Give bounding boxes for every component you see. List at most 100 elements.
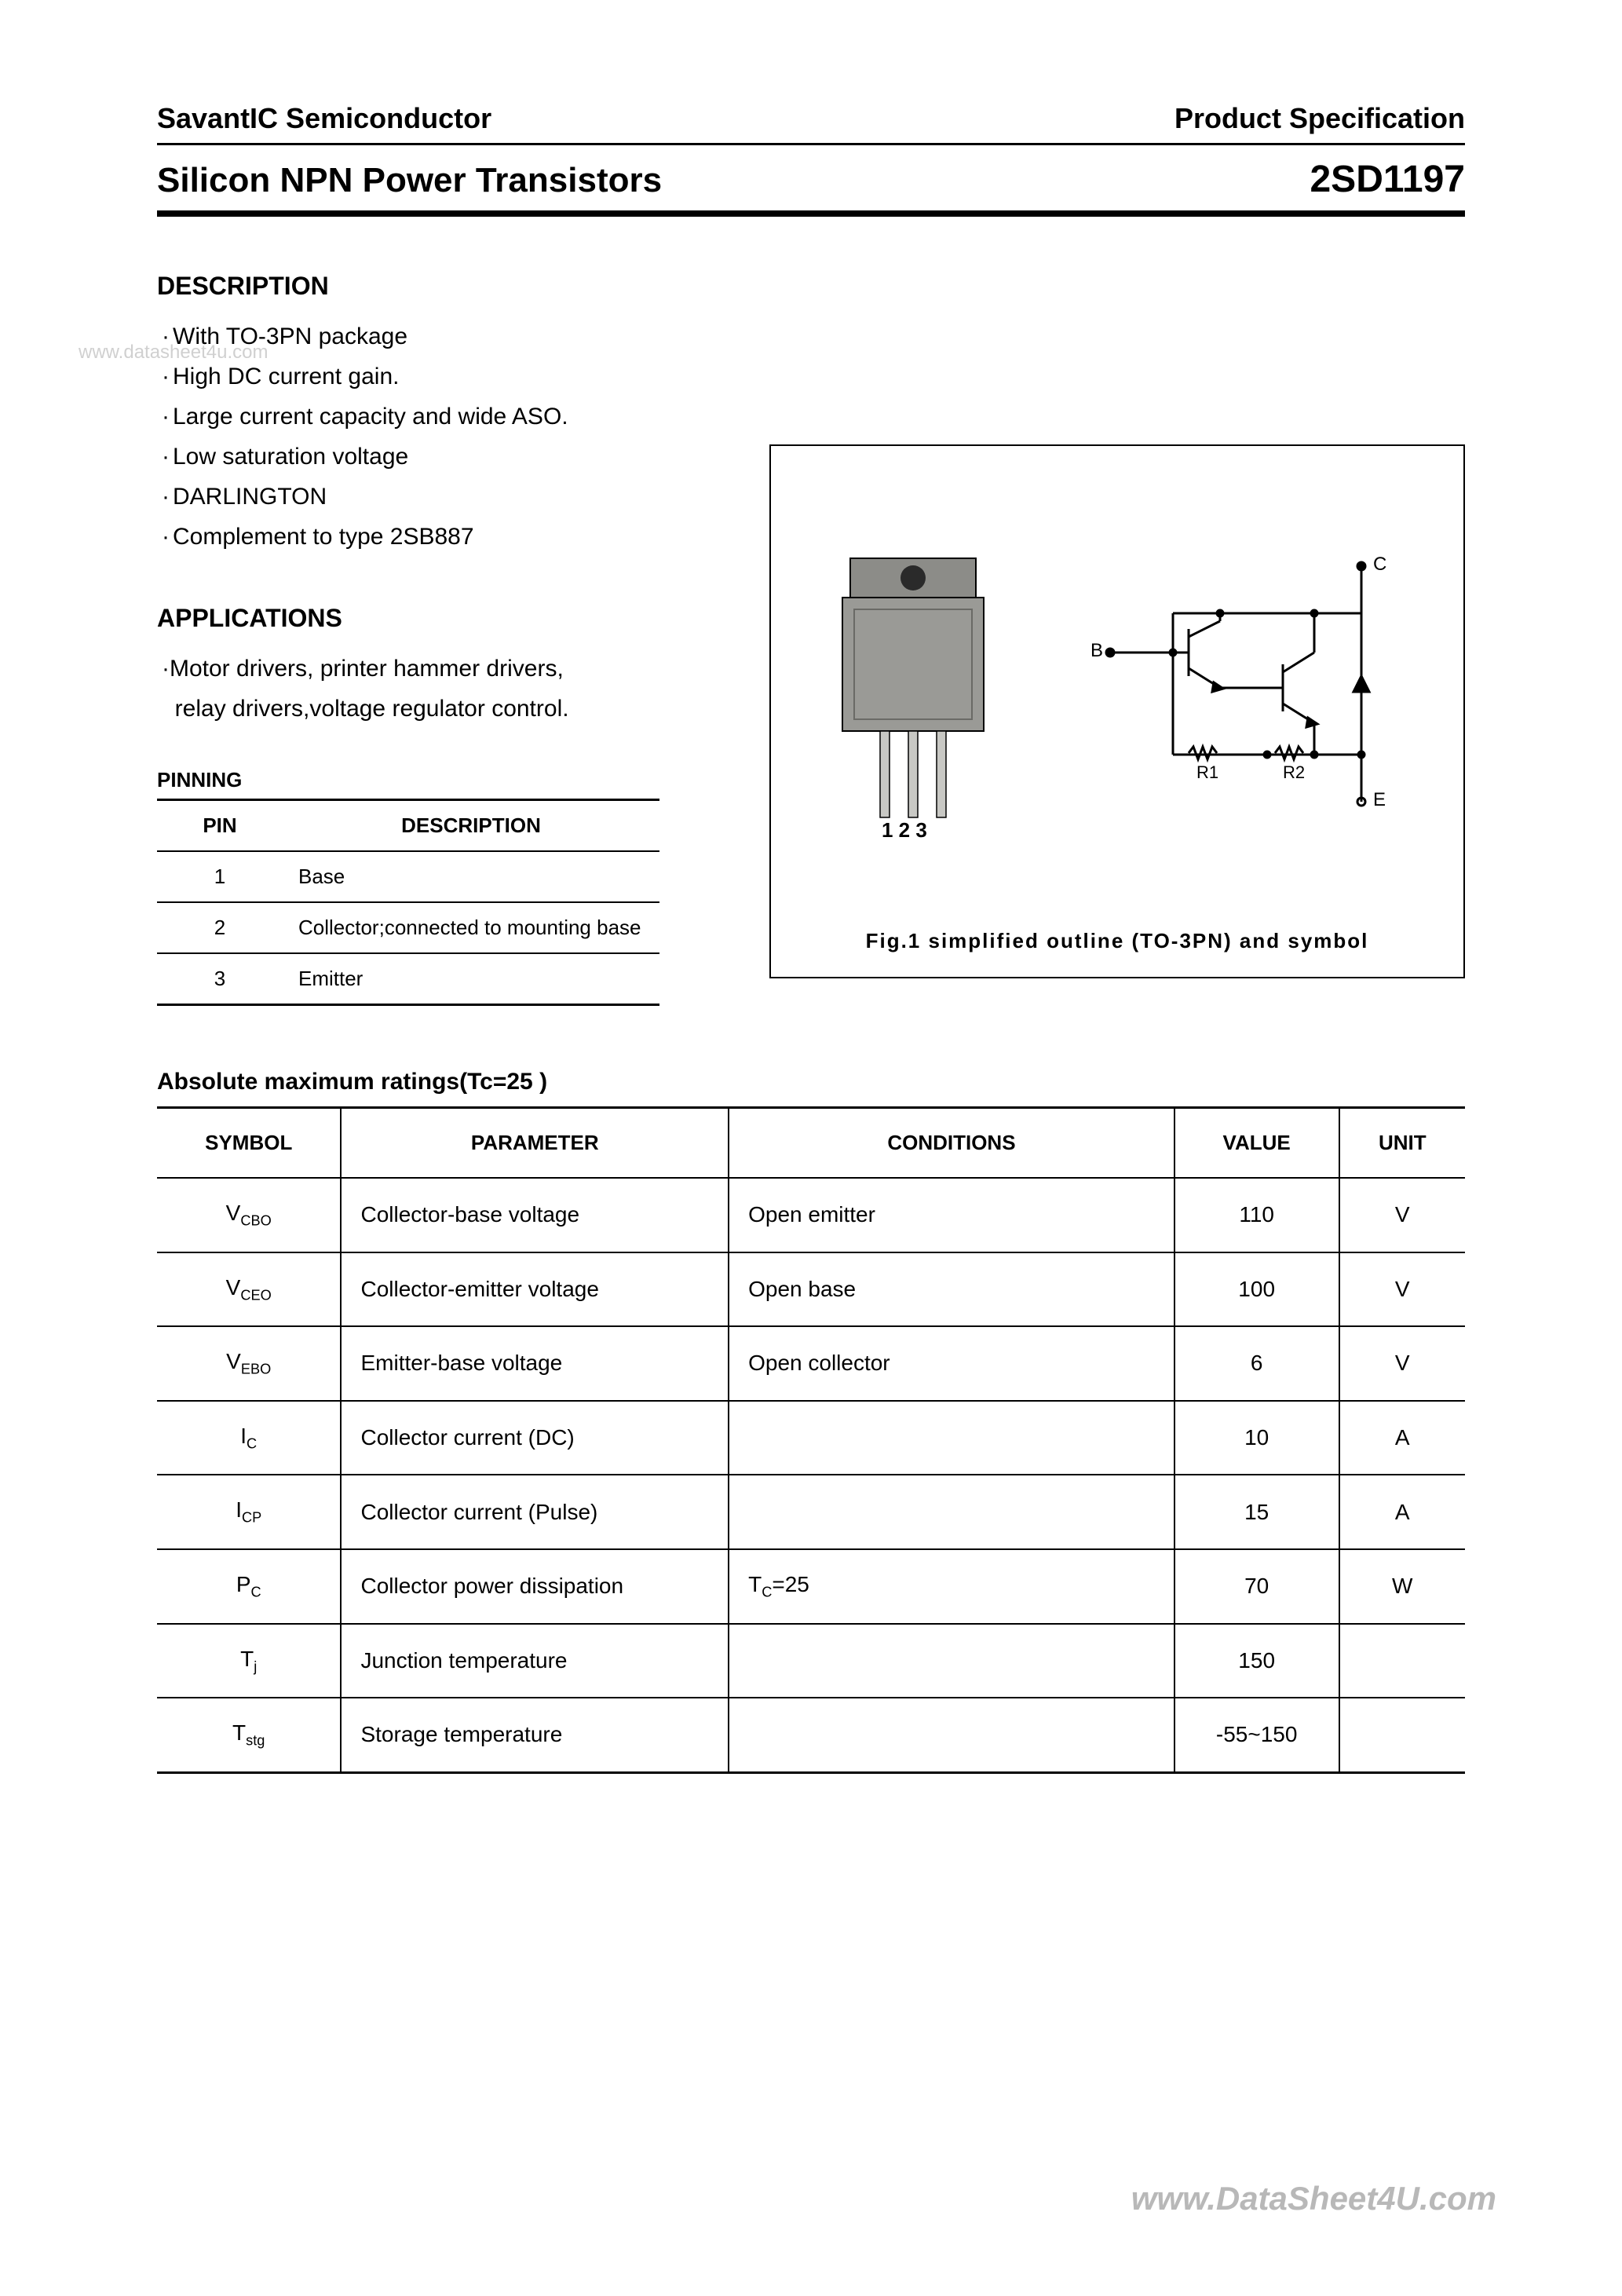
applications-line: relay drivers,voltage regulator control.	[162, 689, 722, 729]
value-cell: 110	[1174, 1178, 1339, 1252]
right-column: 1 2 3 C B	[769, 272, 1465, 1006]
pin-number: 1	[157, 851, 283, 902]
applications-line: ·Motor drivers, printer hammer drivers,	[162, 649, 722, 689]
divider-thick	[157, 210, 1465, 217]
svg-text:B: B	[1090, 640, 1103, 661]
table-row: VCBO Collector-base voltage Open emitter…	[157, 1178, 1465, 1252]
pinning-heading: PINNING	[157, 768, 722, 792]
table-row: PC Collector power dissipation TC=25 70 …	[157, 1549, 1465, 1624]
ratings-heading: Absolute maximum ratings(Tc=25 )	[157, 1069, 1465, 1095]
unit-cell: V	[1339, 1252, 1465, 1327]
description-item: DARLINGTON	[157, 477, 722, 517]
conditions-cell	[729, 1624, 1174, 1698]
symbol-cell: Tj	[157, 1624, 341, 1698]
value-cell: 10	[1174, 1401, 1339, 1475]
conditions-cell: Open base	[729, 1252, 1174, 1327]
table-row: VCEO Collector-emitter voltage Open base…	[157, 1252, 1465, 1327]
symbol-cell: VCEO	[157, 1252, 341, 1327]
parameter-cell: Collector current (Pulse)	[341, 1475, 729, 1549]
svg-text:R2: R2	[1283, 762, 1305, 782]
symbol-cell: VCBO	[157, 1178, 341, 1252]
value-cell: 70	[1174, 1549, 1339, 1624]
product-family-title: Silicon NPN Power Transistors	[157, 161, 662, 200]
ratings-table: SYMBOL PARAMETER CONDITIONS VALUE UNIT V…	[157, 1106, 1465, 1774]
parameter-cell: Collector current (DC)	[341, 1401, 729, 1475]
pin-desc: Base	[283, 851, 659, 902]
footer-watermark: www.DataSheet4U.com	[1131, 2180, 1496, 2217]
unit-cell: V	[1339, 1178, 1465, 1252]
symbol-cell: PC	[157, 1549, 341, 1624]
pinning-table: PIN DESCRIPTION 1 Base 2 Collector;conne…	[157, 799, 659, 1006]
table-row: VEBO Emitter-base voltage Open collector…	[157, 1326, 1465, 1401]
applications-heading: APPLICATIONS	[157, 604, 722, 633]
pin-desc: Collector;connected to mounting base	[283, 902, 659, 953]
conditions-cell: Open collector	[729, 1326, 1174, 1401]
symbol-cell: IC	[157, 1401, 341, 1475]
figure-caption: Fig.1 simplified outline (TO-3PN) and sy…	[795, 929, 1440, 953]
pin-header: PIN	[157, 800, 283, 852]
left-column: DESCRIPTION With TO-3PN package High DC …	[157, 272, 722, 1006]
svg-text:E: E	[1373, 789, 1386, 810]
header-row: SavantIC Semiconductor Product Specifica…	[157, 102, 1465, 135]
col-parameter: PARAMETER	[341, 1108, 729, 1179]
value-cell: 100	[1174, 1252, 1339, 1327]
figure-box: 1 2 3 C B	[769, 444, 1465, 978]
watermark-text: www.datasheet4u.com	[79, 342, 268, 364]
symbol-cell: ICP	[157, 1475, 341, 1549]
value-cell: 6	[1174, 1326, 1339, 1401]
value-cell: 15	[1174, 1475, 1339, 1549]
symbol-cell: VEBO	[157, 1326, 341, 1401]
parameter-cell: Junction temperature	[341, 1624, 729, 1698]
parameter-cell: Storage temperature	[341, 1698, 729, 1772]
darlington-schematic-icon: C B	[1079, 550, 1424, 833]
parameter-cell: Collector-base voltage	[341, 1178, 729, 1252]
parameter-cell: Collector-emitter voltage	[341, 1252, 729, 1327]
svg-text:1 2 3: 1 2 3	[882, 818, 927, 841]
parameter-cell: Emitter-base voltage	[341, 1326, 729, 1401]
col-unit: UNIT	[1339, 1108, 1465, 1179]
svg-text:C: C	[1373, 554, 1386, 575]
desc-header: DESCRIPTION	[283, 800, 659, 852]
unit-cell: V	[1339, 1326, 1465, 1401]
applications-text: ·Motor drivers, printer hammer drivers, …	[157, 649, 722, 729]
value-cell: 150	[1174, 1624, 1339, 1698]
table-row: ICP Collector current (Pulse) 15 A	[157, 1475, 1465, 1549]
col-symbol: SYMBOL	[157, 1108, 341, 1179]
conditions-cell	[729, 1698, 1174, 1772]
divider-thin	[157, 143, 1465, 145]
conditions-cell: Open emitter	[729, 1178, 1174, 1252]
table-row: Tj Junction temperature 150	[157, 1624, 1465, 1698]
ratings-section: Absolute maximum ratings(Tc=25 ) SYMBOL …	[157, 1069, 1465, 1774]
unit-cell: A	[1339, 1475, 1465, 1549]
unit-cell	[1339, 1698, 1465, 1772]
symbol-cell: Tstg	[157, 1698, 341, 1772]
col-conditions: CONDITIONS	[729, 1108, 1174, 1179]
col-value: VALUE	[1174, 1108, 1339, 1179]
description-item: Low saturation voltage	[157, 437, 722, 477]
table-header-row: PIN DESCRIPTION	[157, 800, 659, 852]
table-row: 2 Collector;connected to mounting base	[157, 902, 659, 953]
table-row: IC Collector current (DC) 10 A	[157, 1401, 1465, 1475]
table-row: 3 Emitter	[157, 953, 659, 1005]
value-cell: -55~150	[1174, 1698, 1339, 1772]
conditions-cell: TC=25	[729, 1549, 1174, 1624]
description-item: Large current capacity and wide ASO.	[157, 397, 722, 437]
conditions-cell	[729, 1401, 1174, 1475]
part-number: 2SD1197	[1310, 158, 1465, 201]
company-name: SavantIC Semiconductor	[157, 102, 491, 135]
unit-cell: A	[1339, 1401, 1465, 1475]
table-row: Tstg Storage temperature -55~150	[157, 1698, 1465, 1772]
svg-text:R1: R1	[1196, 762, 1218, 782]
table-header-row: SYMBOL PARAMETER CONDITIONS VALUE UNIT	[157, 1108, 1465, 1179]
parameter-cell: Collector power dissipation	[341, 1549, 729, 1624]
package-outline-icon: 1 2 3	[811, 543, 1015, 841]
pin-number: 2	[157, 902, 283, 953]
table-row: 1 Base	[157, 851, 659, 902]
figure-content: 1 2 3 C B	[795, 477, 1440, 905]
page-container: SavantIC Semiconductor Product Specifica…	[0, 0, 1622, 1837]
title-row: Silicon NPN Power Transistors 2SD1197	[157, 158, 1465, 201]
content-columns: DESCRIPTION With TO-3PN package High DC …	[157, 272, 1465, 1006]
conditions-cell	[729, 1475, 1174, 1549]
pin-number: 3	[157, 953, 283, 1005]
unit-cell: W	[1339, 1549, 1465, 1624]
